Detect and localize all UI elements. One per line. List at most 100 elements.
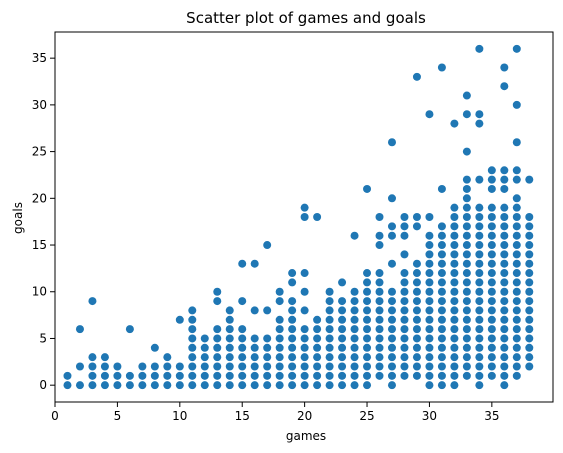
- data-point: [375, 231, 384, 240]
- data-point: [200, 343, 209, 352]
- data-point: [512, 138, 521, 147]
- x-tick-label: 30: [422, 409, 437, 423]
- data-point: [363, 381, 372, 390]
- data-point: [350, 381, 359, 390]
- data-point: [125, 325, 134, 334]
- data-point: [500, 259, 509, 268]
- data-point: [437, 241, 446, 250]
- data-point: [425, 381, 434, 390]
- data-point: [412, 343, 421, 352]
- data-point: [400, 269, 409, 278]
- data-point: [500, 343, 509, 352]
- data-point: [263, 362, 272, 371]
- data-point: [350, 334, 359, 343]
- data-point: [512, 343, 521, 352]
- data-point: [375, 269, 384, 278]
- data-point: [512, 334, 521, 343]
- data-point: [138, 371, 147, 380]
- data-point: [350, 231, 359, 240]
- data-point: [412, 362, 421, 371]
- data-point: [363, 353, 372, 362]
- data-point: [450, 241, 459, 250]
- data-point: [188, 353, 197, 362]
- data-point: [475, 250, 484, 259]
- data-point: [412, 287, 421, 296]
- data-point: [387, 343, 396, 352]
- data-point: [188, 371, 197, 380]
- data-point: [325, 343, 334, 352]
- data-point: [175, 362, 184, 371]
- data-point: [475, 353, 484, 362]
- data-point: [475, 175, 484, 184]
- y-tick-label: 20: [32, 191, 47, 205]
- data-point: [450, 353, 459, 362]
- data-point: [150, 381, 159, 390]
- data-point: [375, 213, 384, 221]
- data-point: [487, 175, 496, 184]
- data-point: [500, 175, 509, 184]
- data-point: [375, 362, 384, 371]
- y-tick-label: 10: [32, 285, 47, 299]
- data-point: [462, 175, 471, 184]
- data-point: [512, 203, 521, 212]
- data-point: [500, 250, 509, 259]
- data-point: [213, 287, 222, 296]
- data-point: [387, 306, 396, 315]
- data-point: [363, 315, 372, 324]
- data-point: [350, 306, 359, 315]
- data-point: [512, 325, 521, 334]
- data-point: [63, 381, 72, 390]
- data-point: [412, 334, 421, 343]
- data-point: [213, 353, 222, 362]
- data-point: [338, 306, 347, 315]
- data-point: [425, 343, 434, 352]
- data-point: [437, 63, 446, 72]
- data-point: [462, 203, 471, 212]
- data-point: [525, 334, 534, 343]
- data-point: [437, 315, 446, 324]
- data-point: [425, 371, 434, 380]
- data-point: [500, 222, 509, 231]
- data-point: [412, 72, 421, 81]
- data-point: [325, 381, 334, 390]
- data-point: [500, 166, 509, 175]
- data-point: [238, 371, 247, 380]
- data-point: [512, 194, 521, 203]
- data-point: [400, 362, 409, 371]
- y-tick-label: 5: [39, 331, 47, 345]
- x-tick-label: 5: [114, 409, 122, 423]
- data-point: [225, 315, 234, 324]
- data-point: [450, 297, 459, 306]
- data-point: [288, 306, 297, 315]
- data-point: [350, 362, 359, 371]
- data-point: [412, 306, 421, 315]
- y-tick-label: 25: [32, 145, 47, 159]
- data-point: [375, 287, 384, 296]
- data-point: [450, 119, 459, 128]
- data-point: [437, 278, 446, 287]
- data-point: [462, 110, 471, 119]
- data-point: [462, 147, 471, 156]
- data-point: [100, 362, 109, 371]
- data-point: [475, 119, 484, 128]
- data-point: [487, 315, 496, 324]
- data-point: [525, 287, 534, 296]
- data-point: [487, 222, 496, 231]
- data-point: [113, 381, 122, 390]
- data-point: [288, 371, 297, 380]
- data-point: [500, 315, 509, 324]
- data-point: [425, 362, 434, 371]
- data-point: [437, 343, 446, 352]
- data-point: [425, 213, 434, 221]
- data-point: [512, 241, 521, 250]
- data-point: [150, 362, 159, 371]
- data-point: [437, 371, 446, 380]
- data-point: [400, 213, 409, 221]
- data-point: [275, 371, 284, 380]
- data-point: [225, 325, 234, 334]
- data-point: [400, 306, 409, 315]
- data-point: [450, 381, 459, 390]
- data-point: [512, 353, 521, 362]
- data-point: [412, 222, 421, 231]
- data-point: [412, 315, 421, 324]
